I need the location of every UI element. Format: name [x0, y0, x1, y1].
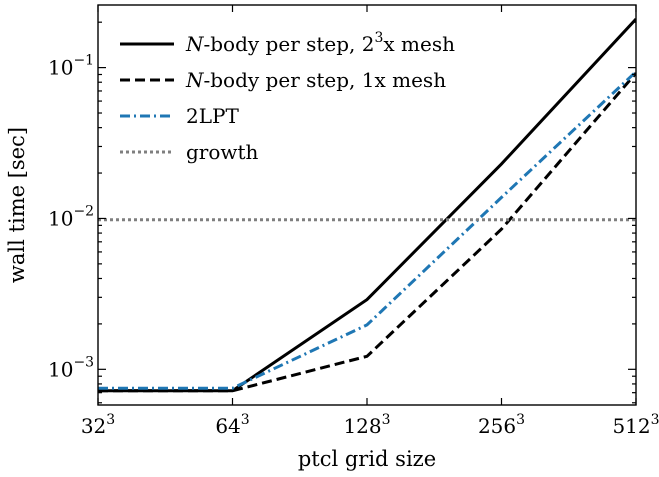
y-tick-label-base: 10 — [48, 206, 73, 230]
plot-frame — [97, 4, 637, 406]
y-tick-label-exp: −3 — [73, 354, 94, 370]
x-tick-label-base: 512 — [612, 414, 650, 438]
series-layer — [98, 17, 636, 393]
series-line-2 — [98, 72, 636, 393]
legend-label-3: 2LPT — [186, 104, 239, 128]
y-tick-label-exp: −2 — [73, 203, 94, 219]
legend-label-part: 2LPT — [186, 104, 239, 128]
legend-label-part: growth — [186, 140, 259, 164]
x-tick-label-base: 64 — [215, 414, 240, 438]
x-tick-label-exp: 3 — [241, 412, 250, 428]
x-tick-label-base: 32 — [81, 414, 106, 438]
legend-label-part: x mesh — [383, 32, 455, 56]
x-tick-label-exp: 3 — [651, 412, 659, 428]
x-tick-label-5: 5123 — [612, 412, 659, 438]
legend-label-part: 3 — [375, 30, 384, 46]
legend-label-part: N — [185, 68, 205, 92]
legend-label-4: growth — [186, 140, 259, 164]
y-tick-label-3: 10−1 — [48, 53, 94, 80]
legend-label-part: N — [185, 32, 205, 56]
x-tick-label-exp: 3 — [516, 412, 525, 428]
x-tick-label-base: 128 — [343, 414, 381, 438]
y-tick-label-2: 10−2 — [48, 203, 94, 230]
series-line-1 — [98, 17, 636, 393]
y-tick-label-base: 10 — [48, 56, 73, 80]
x-tick-label-4: 2563 — [478, 412, 525, 438]
y-tick-label-base: 10 — [48, 357, 73, 381]
x-tick-label-exp: 3 — [106, 412, 115, 428]
y-axis-label: wall time [sec] — [5, 127, 29, 283]
legend-label-2: N-body per step, 1x mesh — [185, 68, 446, 92]
y-tick-label-1: 10−3 — [48, 354, 94, 381]
x-tick-label-2: 643 — [215, 412, 249, 438]
x-axis-label: ptcl grid size — [298, 447, 436, 471]
y-tick-label-exp: −1 — [73, 53, 94, 69]
legend-label-1: N-body per step, 23x mesh — [185, 30, 455, 56]
x-tick-label-1: 323 — [81, 412, 115, 438]
legend-label-part: -body per step, 2 — [204, 32, 375, 56]
x-tick-label-exp: 3 — [382, 412, 391, 428]
legend-label-part: -body per step, 1x mesh — [204, 68, 447, 92]
x-tick-label-3: 1283 — [343, 412, 390, 438]
series-line-3 — [98, 70, 636, 390]
x-tick-label-base: 256 — [478, 414, 516, 438]
